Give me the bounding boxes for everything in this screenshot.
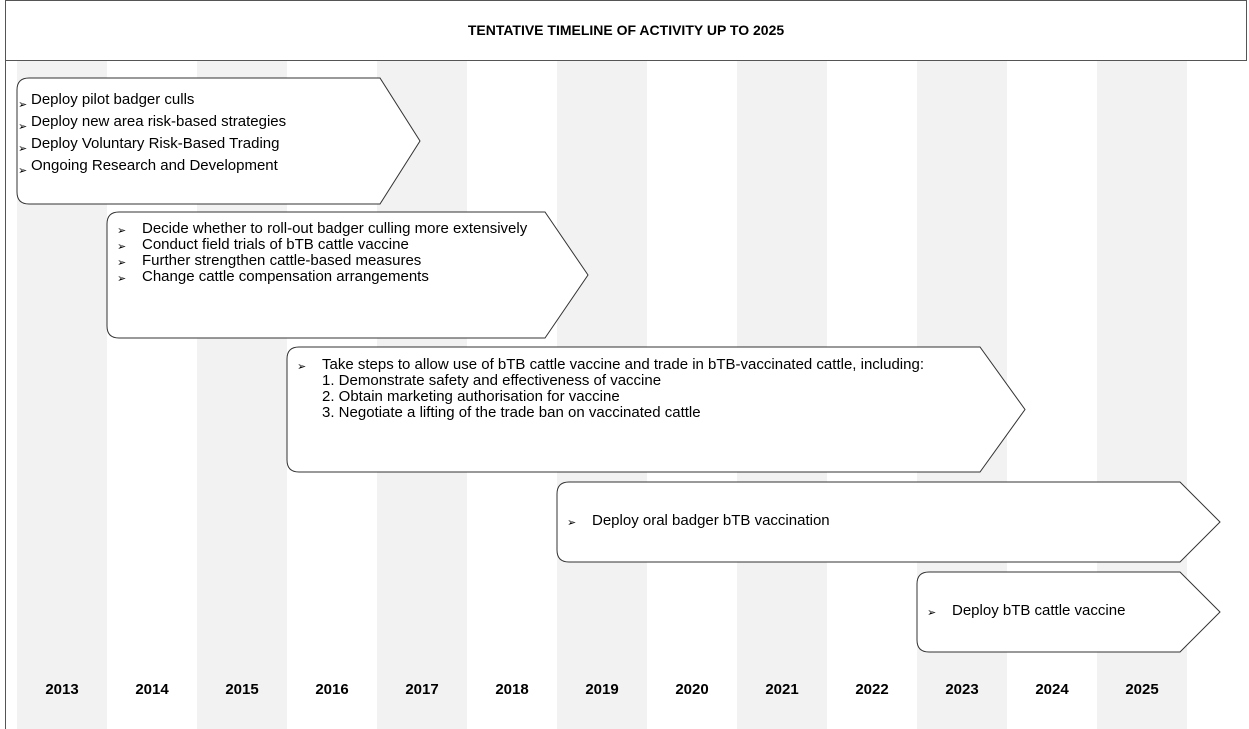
- activity-item: Deploy new area risk-based strategies: [18, 111, 398, 138]
- item-text: Deploy bTB cattle vaccine: [952, 602, 1126, 619]
- item-text: Ongoing Research and Development: [31, 157, 278, 174]
- year-label: 2020: [675, 681, 709, 698]
- sub-item: 2. Obtain marketing authorisation for va…: [322, 388, 620, 405]
- item-text: Deploy new area risk-based strategies: [31, 113, 287, 130]
- activity-item: Ongoing Research and Development: [18, 155, 398, 182]
- year-label: 2013: [45, 681, 79, 698]
- item-text: Deploy Voluntary Risk-Based Trading: [31, 135, 280, 152]
- activity-text: Deploy oral badger bTB vaccination: [567, 512, 1167, 532]
- item-text: Decide whether to roll-out badger cullin…: [142, 220, 528, 237]
- year-label: 2021: [765, 681, 799, 698]
- title-border: [5, 0, 1247, 61]
- activity-item: Decide whether to roll-out badger cullin…: [117, 220, 537, 240]
- activity-item: Take steps to allow use of bTB cattle va…: [297, 357, 1037, 421]
- year-label: 2024: [1035, 681, 1069, 698]
- item-text: Change cattle compensation arrangements: [142, 268, 429, 285]
- year-label: 2022: [855, 681, 889, 698]
- activity-item: Further strengthen cattle-based measures: [117, 252, 537, 272]
- activity-item: Conduct field trials of bTB cattle vacci…: [117, 236, 537, 256]
- activity-item: Change cattle compensation arrangements: [117, 268, 537, 288]
- activity-text: Deploy bTB cattle vaccine: [927, 602, 1187, 622]
- year-label: 2018: [495, 681, 529, 698]
- year-label: 2014: [135, 681, 169, 698]
- sub-item: 1. Demonstrate safety and effectiveness …: [322, 372, 662, 389]
- activity-item: Deploy pilot badger culls: [18, 89, 398, 116]
- item-text: Take steps to allow use of bTB cattle va…: [322, 356, 924, 373]
- year-label: 2025: [1125, 681, 1159, 698]
- title: TENTATIVE TIMELINE OF ACTIVITY UP TO 202…: [467, 22, 785, 38]
- sub-item: 3. Negotiate a lifting of the trade ban …: [322, 404, 701, 421]
- activity-text: Deploy pilot badger culls Deploy new area…: [18, 89, 398, 182]
- activity-item: Deploy Voluntary Risk-Based Trading: [18, 133, 398, 160]
- item-text: Conduct field trials of bTB cattle vacci…: [142, 236, 409, 253]
- item-text: Deploy oral badger bTB vaccination: [592, 512, 830, 529]
- item-text: Further strengthen cattle-based measures: [142, 252, 422, 269]
- year-label: 2015: [225, 681, 259, 698]
- year-label: 2017: [405, 681, 439, 698]
- activity-item: Deploy bTB cattle vaccine: [927, 602, 1187, 622]
- year-label: 2016: [315, 681, 349, 698]
- year-label: 2023: [945, 681, 979, 698]
- year-label: 2019: [585, 681, 619, 698]
- activity-text: Take steps to allow use of bTB cattle va…: [297, 357, 1037, 421]
- activity-text: Decide whether to roll-out badger cullin…: [117, 220, 537, 288]
- item-text: Deploy pilot badger culls: [31, 91, 195, 108]
- activity-item: Deploy oral badger bTB vaccination: [567, 512, 1167, 532]
